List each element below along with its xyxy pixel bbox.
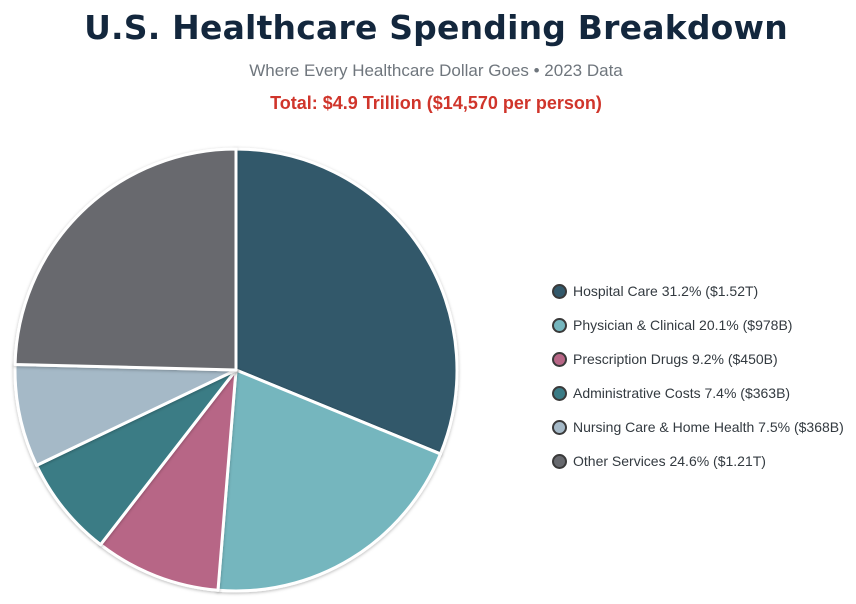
chart-legend: Hospital Care 31.2% ($1.52T) Physician & … [552, 274, 844, 478]
pie-slice-nursing-care-home-health[interactable] [13, 362, 238, 467]
legend-label: Nursing Care & Home Health 7.5% ($368B) [573, 419, 844, 435]
legend-swatch [552, 317, 567, 333]
pie-slice-administrative-costs[interactable] [35, 368, 238, 547]
chart-subtitle: Where Every Healthcare Dollar Goes • 202… [249, 61, 623, 80]
legend-label: Hospital Care 31.2% ($1.52T) [573, 283, 759, 299]
legend-label: Other Services 24.6% ($1.21T) [573, 453, 766, 469]
legend-swatch [552, 283, 567, 299]
legend-swatch [552, 351, 567, 367]
pie-slice-other-services[interactable] [13, 147, 238, 372]
legend-swatch [552, 419, 567, 435]
legend-item[interactable]: Hospital Care 31.2% ($1.52T) [552, 274, 844, 308]
legend-item[interactable]: Prescription Drugs 9.2% ($450B) [552, 342, 844, 376]
pie-slice-hospital-care[interactable] [234, 147, 459, 456]
legend-label: Physician & Clinical 20.1% ($978B) [573, 317, 793, 333]
legend-swatch [552, 385, 567, 401]
legend-item[interactable]: Nursing Care & Home Health 7.5% ($368B) [552, 410, 844, 444]
pie-slices [13, 147, 459, 593]
pie-slice-physician-clinical[interactable] [216, 368, 442, 593]
total-spending-label: Total: $4.9 Trillion ($14,570 per person… [270, 93, 602, 113]
legend-swatch [552, 453, 567, 469]
legend-item[interactable]: Physician & Clinical 20.1% ($978B) [552, 308, 844, 342]
legend-item[interactable]: Administrative Costs 7.4% ($363B) [552, 376, 844, 410]
legend-item[interactable]: Other Services 24.6% ($1.21T) [552, 444, 844, 478]
pie-slice-prescription-drugs[interactable] [99, 368, 238, 592]
legend-label: Prescription Drugs 9.2% ($450B) [573, 351, 778, 367]
chart-title: U.S. Healthcare Spending Breakdown [84, 8, 788, 47]
legend-label: Administrative Costs 7.4% ($363B) [573, 385, 791, 401]
